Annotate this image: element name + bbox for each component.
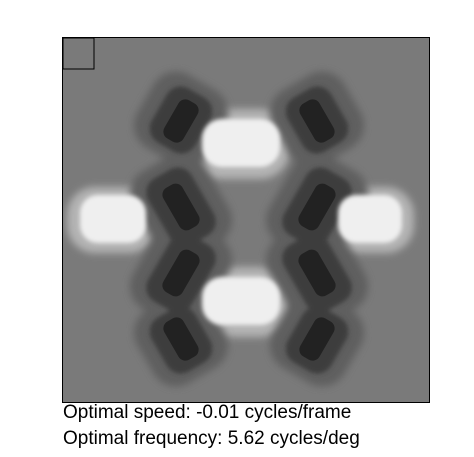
optimal-frequency-caption: Optimal frequency: 5.62 cycles/deg: [63, 428, 360, 449]
image-border: [62, 37, 430, 403]
dark-core-layer: [162, 99, 336, 361]
light-blob-layer: [80, 119, 402, 325]
filter-response-image: [62, 37, 430, 403]
optimal-speed-caption: Optimal speed: -0.01 cycles/frame: [63, 402, 352, 423]
filter-image-svg: [62, 37, 430, 403]
